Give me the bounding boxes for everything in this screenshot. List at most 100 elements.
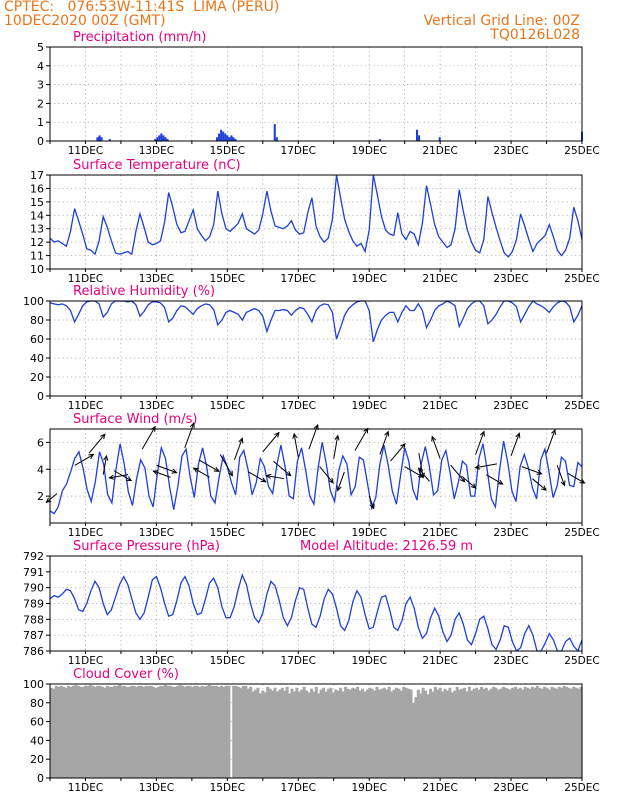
- y-tick-label: 0: [37, 135, 44, 148]
- cloud-bar: [477, 689, 481, 778]
- precip-bar: [156, 137, 159, 141]
- cloud-bar: [499, 688, 503, 778]
- cloud-bar: [101, 686, 105, 778]
- cloud-bar: [67, 685, 71, 778]
- date-label: 11DEC: [68, 145, 103, 157]
- wind-arrow-head: [328, 477, 334, 484]
- cloud-bar: [188, 685, 192, 778]
- cloud-bar: [368, 687, 372, 778]
- cloud-bar: [300, 689, 304, 778]
- y-tick-label: 0: [37, 772, 44, 785]
- cloud-bar: [560, 687, 564, 778]
- cloud-bar: [108, 686, 112, 778]
- cloud-bar: [81, 686, 85, 778]
- date-label: 23DEC: [493, 145, 528, 157]
- wind-arrow: [266, 475, 285, 480]
- wind-arrow-head: [192, 467, 199, 473]
- cloud-bar: [203, 686, 207, 778]
- wind-arrow: [379, 431, 389, 455]
- cloud-bar: [317, 693, 321, 778]
- cloud-bar: [543, 686, 547, 778]
- cloud-bar: [193, 685, 197, 778]
- cloud-bar: [414, 697, 418, 778]
- y-tick-label: 20: [30, 371, 44, 384]
- date-label: 11DEC: [68, 782, 103, 794]
- y-tick-label: 4: [37, 60, 44, 73]
- cloud-bar: [173, 686, 177, 778]
- cloud-bar: [506, 688, 510, 778]
- precip-bar: [275, 137, 278, 141]
- y-tick-label: 15: [30, 196, 44, 209]
- cloud-bar: [154, 687, 158, 778]
- wind-arrow-head: [541, 485, 547, 491]
- precip-bar: [215, 137, 219, 141]
- cloud-bar: [74, 684, 78, 778]
- cloud-bar: [343, 686, 347, 778]
- wind-arrow-head: [417, 467, 424, 474]
- date-label: 17DEC: [281, 145, 316, 157]
- wind-arrow: [337, 471, 345, 491]
- wind-arrow-head: [88, 453, 95, 459]
- cloud-bar: [511, 687, 515, 778]
- cloud-bar: [152, 686, 156, 778]
- cloud-bar: [254, 689, 258, 778]
- cloud-bar: [217, 686, 221, 778]
- cloud-bar: [530, 686, 535, 778]
- cloud-bar: [319, 689, 323, 778]
- wind-arrow: [510, 433, 520, 457]
- cloud-bar: [234, 685, 238, 778]
- date-label: 25DEC: [564, 782, 599, 794]
- cloud-bar: [237, 686, 241, 778]
- cloud-bar: [382, 687, 386, 778]
- cloud-bar: [251, 691, 255, 778]
- date-label: 17DEC: [281, 400, 316, 412]
- cloud-bar: [86, 685, 90, 778]
- cloud-bar: [309, 688, 313, 778]
- wind-arrow-head: [334, 434, 340, 441]
- date-label: 21DEC: [422, 145, 457, 157]
- grid-note: Vertical Grid Line: 00Z: [423, 13, 580, 29]
- cloud-bar: [256, 687, 260, 778]
- y-tick-label: 17: [30, 169, 44, 182]
- station-header: CPTEC: 076:53W-11:41S LIMA (PERU): [4, 0, 280, 15]
- wind-arrow-head: [400, 443, 406, 449]
- wind-arrow-head: [189, 422, 195, 429]
- date-label: 25DEC: [564, 145, 599, 157]
- date-label: 17DEC: [281, 273, 316, 285]
- precip-bar: [232, 137, 235, 141]
- y-tick-label: 60: [30, 333, 44, 346]
- cloud-bar: [475, 687, 479, 778]
- panel-frame: [49, 46, 583, 142]
- wind-arrow: [354, 428, 369, 451]
- cloud-bar: [280, 687, 284, 778]
- precip-bar: [218, 133, 221, 141]
- date-label: 15DEC: [210, 400, 245, 412]
- model-altitude: Model Altitude: 2126.59 m: [300, 539, 473, 554]
- y-tick-label: 10: [30, 263, 44, 276]
- cloud-bar: [528, 688, 532, 778]
- cloud-bar: [407, 688, 411, 778]
- cloud-bar: [50, 687, 54, 778]
- y-tick-label: 3: [37, 79, 44, 92]
- date-label: 21DEC: [422, 655, 457, 667]
- cloud-bar: [445, 690, 449, 778]
- wind-arrow: [431, 436, 441, 459]
- wind-arrow-head: [292, 432, 298, 439]
- cloud-bar: [404, 687, 408, 778]
- cloud-bar: [305, 690, 309, 778]
- wind-arrow: [546, 429, 556, 454]
- cloud-bar: [312, 691, 316, 778]
- precip-bar: [230, 135, 233, 141]
- date-label: 15DEC: [210, 527, 245, 539]
- date-label: 15DEC: [210, 782, 245, 794]
- wind-arrow: [102, 455, 107, 475]
- cloud-bar: [341, 691, 345, 778]
- cloud-bar: [334, 689, 338, 778]
- wind-arrow: [46, 493, 58, 503]
- wind-arrow: [273, 460, 292, 477]
- wind-arrow-head: [497, 479, 504, 485]
- wind-arrow: [450, 464, 465, 483]
- cloud-bar: [419, 693, 423, 778]
- precip-bar: [162, 135, 165, 141]
